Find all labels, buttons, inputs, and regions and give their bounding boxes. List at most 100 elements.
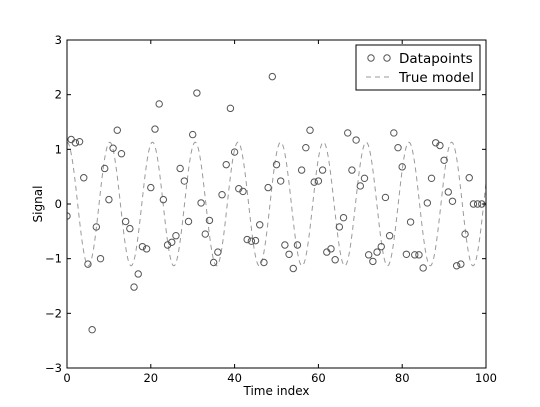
- y-tick-label: −3: [45, 361, 62, 375]
- x-tick-label: 100: [475, 371, 497, 385]
- data-point: [268, 72, 277, 81]
- data-point: [281, 241, 289, 249]
- data-point: [360, 174, 369, 183]
- x-axis-label: Time index: [242, 384, 309, 398]
- data-point: [339, 213, 348, 222]
- data-point: [239, 187, 247, 196]
- data-point: [214, 248, 222, 256]
- data-point: [113, 126, 121, 134]
- data-point: [142, 245, 151, 253]
- data-point: [197, 199, 205, 207]
- legend-marker: [367, 54, 375, 62]
- data-point: [394, 143, 402, 152]
- data-point: [172, 232, 180, 240]
- data-point: [469, 200, 478, 208]
- data-point: [272, 160, 281, 169]
- data-point: [71, 139, 80, 147]
- data-point: [256, 221, 264, 229]
- data-point: [390, 129, 398, 137]
- data-point: [423, 199, 432, 207]
- data-point: [226, 104, 235, 113]
- data-point: [385, 232, 394, 240]
- data-point: [306, 126, 314, 134]
- plot-area: [67, 72, 486, 334]
- data-point: [419, 264, 427, 272]
- data-point: [193, 89, 201, 97]
- data-point: [297, 166, 306, 174]
- data-point: [168, 238, 176, 246]
- model-line: [67, 141, 486, 267]
- data-point: [323, 248, 331, 256]
- data-point: [314, 177, 323, 185]
- data-point: [180, 177, 189, 185]
- y-tick-label: 1: [55, 142, 62, 156]
- data-point: [461, 230, 469, 238]
- data-point: [75, 137, 84, 146]
- data-point: [289, 264, 297, 273]
- data-point: [218, 191, 226, 199]
- data-point: [310, 178, 318, 186]
- data-point: [84, 260, 92, 268]
- data-point: [67, 212, 71, 220]
- data-point: [80, 174, 88, 182]
- legend-label-datapoints: Datapoints: [399, 51, 473, 67]
- data-point: [155, 100, 163, 108]
- data-point: [222, 160, 230, 169]
- y-axis-label: Signal: [31, 186, 45, 223]
- x-tick-label: 60: [311, 371, 326, 385]
- data-point: [318, 166, 327, 174]
- data-point: [327, 245, 335, 253]
- data-point: [427, 174, 436, 183]
- data-point: [276, 177, 285, 185]
- data-point: [285, 250, 293, 258]
- legend-box: [355, 44, 481, 91]
- data-point: [138, 242, 147, 251]
- data-point: [440, 156, 448, 164]
- data-point: [473, 200, 482, 208]
- data-point: [184, 217, 193, 226]
- y-tick-label: −1: [45, 252, 62, 266]
- data-point: [121, 217, 130, 226]
- data-point: [105, 195, 113, 204]
- data-point: [264, 183, 272, 192]
- data-point: [415, 251, 423, 259]
- data-point: [452, 262, 461, 270]
- data-point: [411, 251, 419, 259]
- data-point: [369, 257, 377, 266]
- data-point: [151, 125, 159, 133]
- data-point: [205, 216, 214, 225]
- data-point: [230, 148, 239, 156]
- data-point: [189, 130, 197, 139]
- data-point: [436, 141, 444, 150]
- x-tick-label: 40: [227, 371, 242, 385]
- data-point: [130, 283, 138, 291]
- data-point: [67, 135, 75, 144]
- data-point: [92, 223, 101, 231]
- data-point: [465, 174, 473, 182]
- data-point: [444, 188, 452, 196]
- data-point: [109, 144, 117, 152]
- data-point: [406, 218, 415, 226]
- data-point: [159, 195, 168, 204]
- y-tick-label: 2: [55, 88, 62, 102]
- data-point: [201, 230, 209, 238]
- data-point: [402, 250, 411, 258]
- data-point: [251, 236, 260, 245]
- data-point: [457, 260, 465, 268]
- data-point: [243, 235, 251, 244]
- data-point: [117, 150, 126, 158]
- data-point: [147, 183, 155, 192]
- data-point: [335, 223, 344, 231]
- x-tick-label: 0: [63, 371, 70, 385]
- data-point: [352, 136, 360, 144]
- legend-marker: [383, 54, 391, 62]
- y-tick-label: 3: [55, 33, 62, 47]
- data-point: [348, 166, 356, 174]
- data-point: [88, 326, 96, 334]
- data-point: [377, 242, 385, 251]
- legend-label-model: True model: [398, 70, 474, 86]
- data-point: [101, 164, 109, 173]
- data-point: [209, 258, 218, 267]
- data-point: [302, 143, 310, 152]
